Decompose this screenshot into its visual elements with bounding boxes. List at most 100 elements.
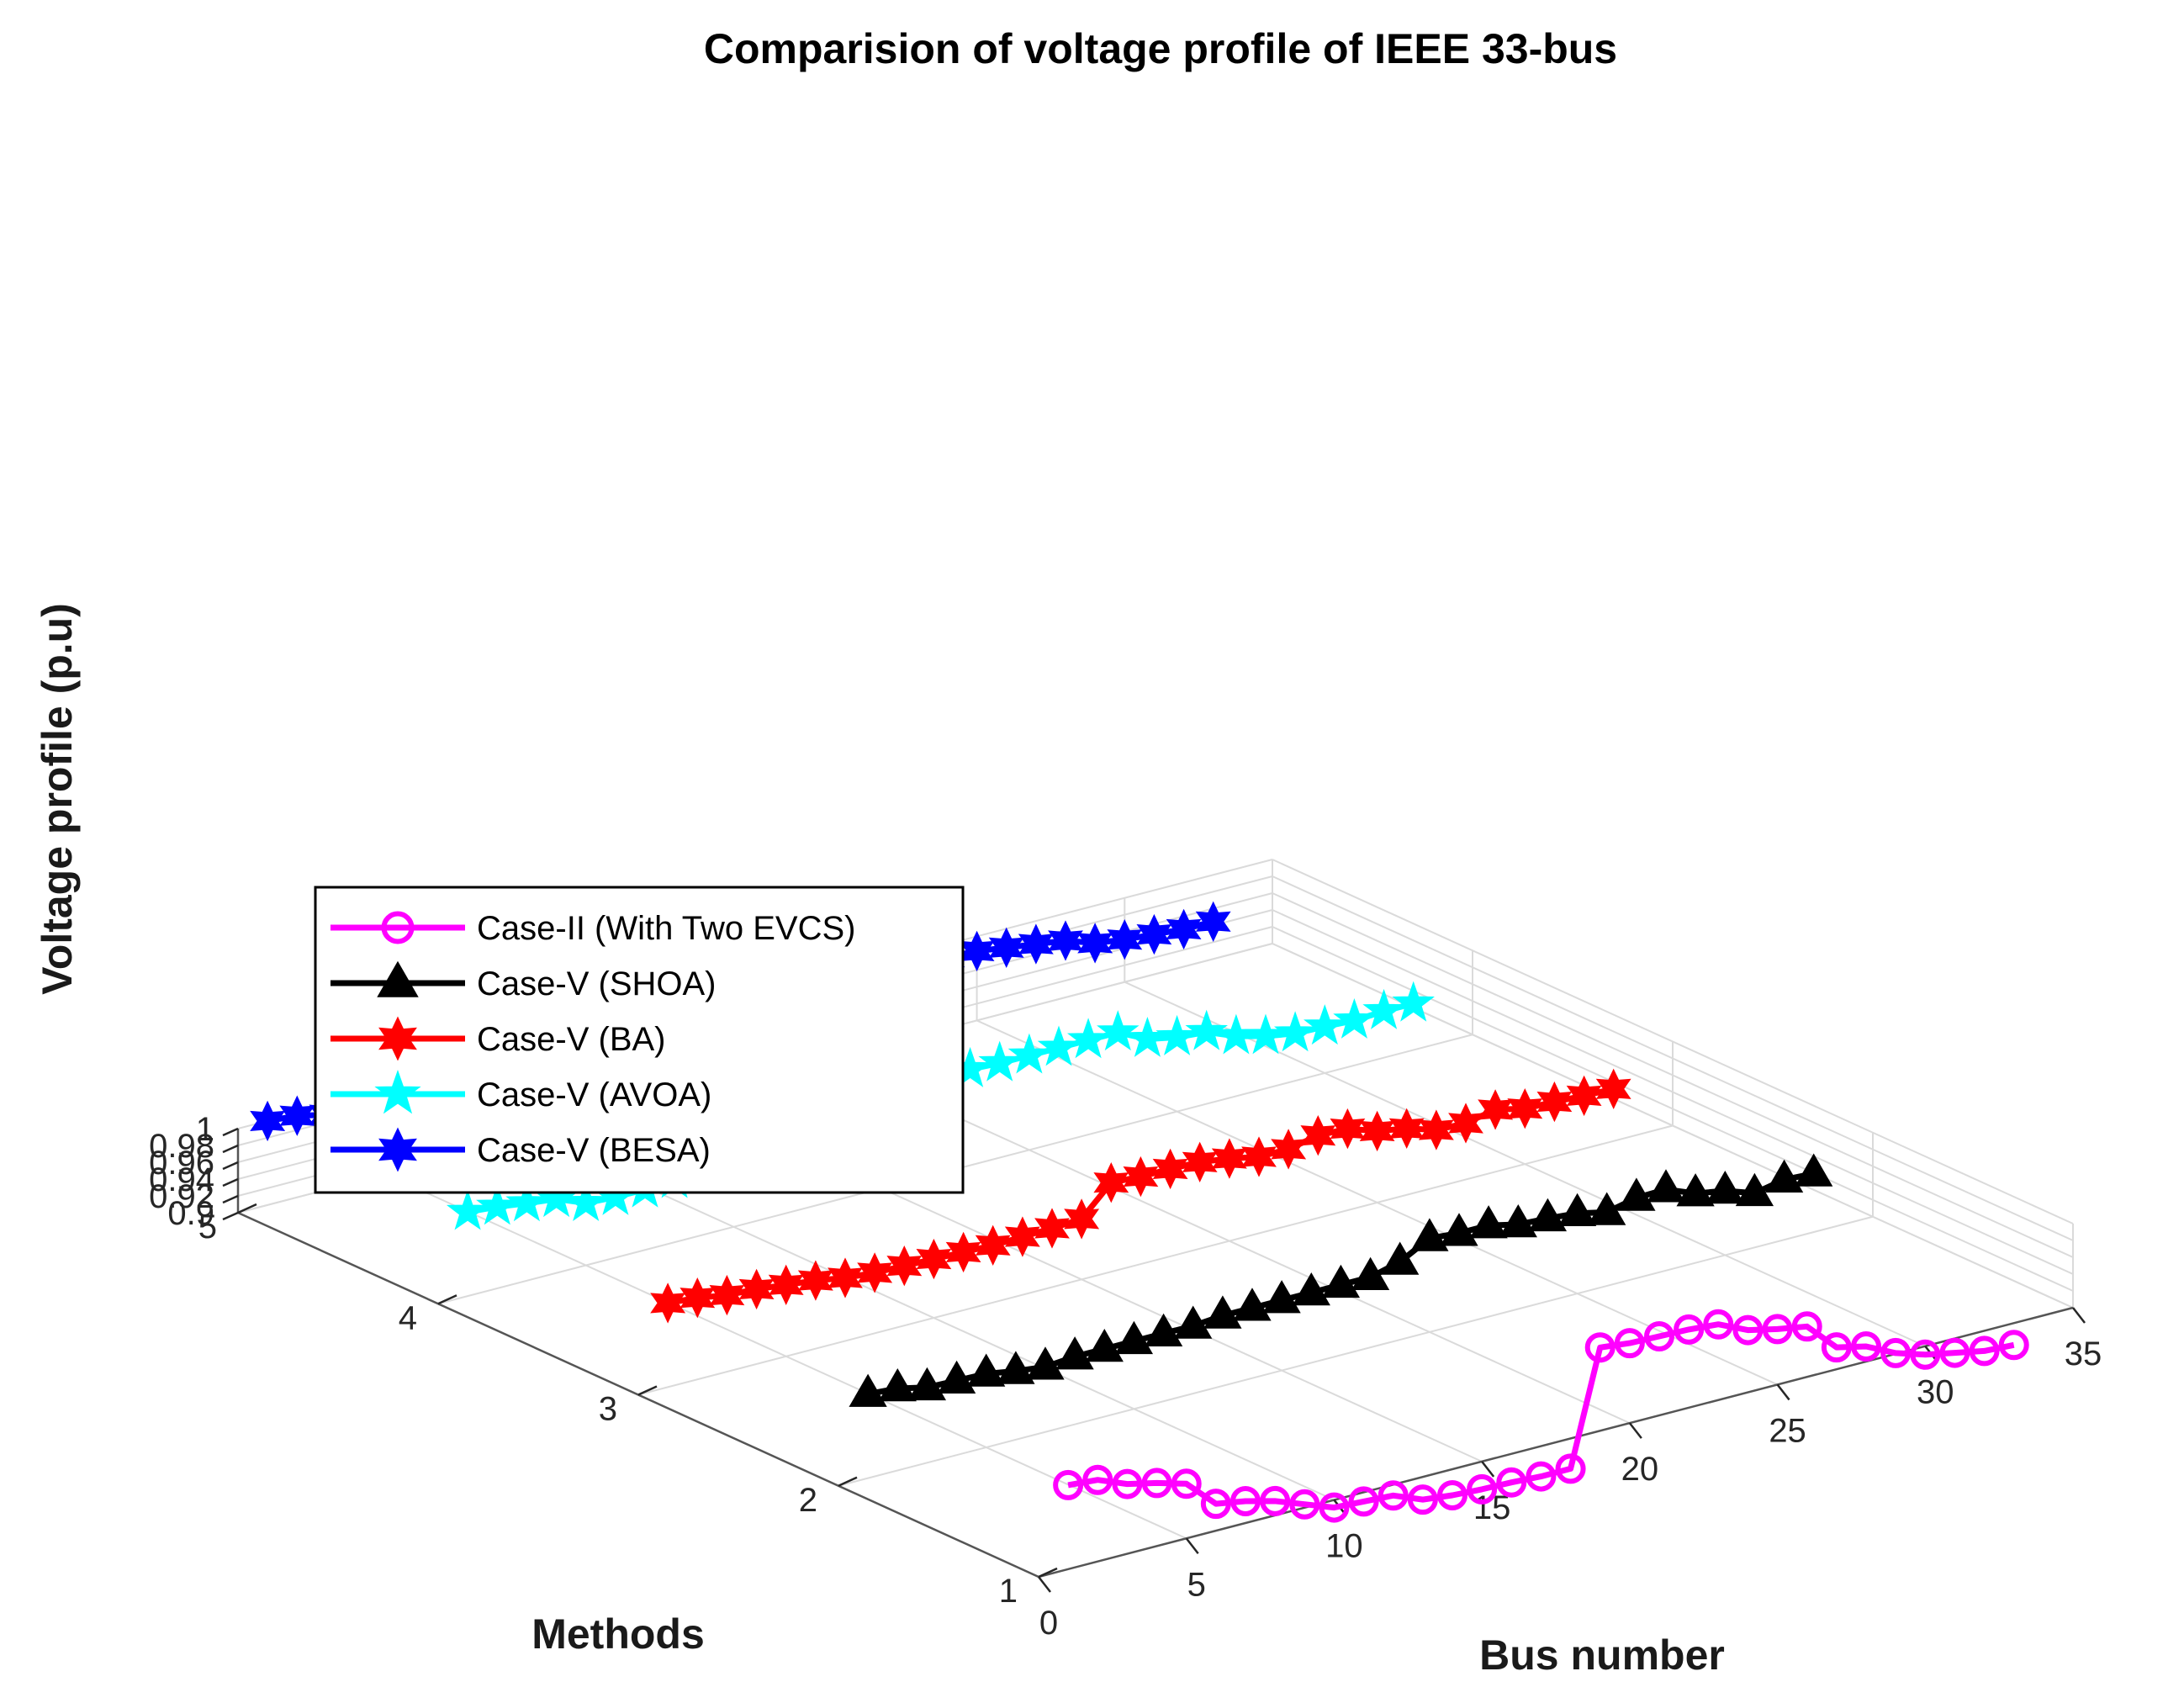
data-point-marker [1440,1213,1478,1246]
data-point-marker [1004,1216,1040,1257]
data-point-marker [1614,1328,1645,1359]
data-point-marker [564,1180,607,1222]
data-point-marker [1998,1330,2029,1361]
data-point-marker [1351,1256,1390,1290]
data-point-marker [1230,1486,1261,1516]
data-point-marker [446,1189,489,1230]
x-tick-mark [1628,1422,1642,1439]
data-point-marker [1674,1314,1705,1345]
data-point-marker [1588,1192,1626,1225]
data-point-marker [1097,1010,1140,1051]
data-point-marker [945,1231,981,1273]
data-point-marker [1171,1468,1202,1499]
data-point-marker [1764,1159,1804,1193]
x-tick-label: 25 [1769,1412,1806,1449]
x-tick-label: 35 [2065,1335,2102,1372]
y-tick-label: 1 [999,1573,1018,1610]
data-point-marker [1333,997,1376,1039]
legend-item: Case-V (BESA) [331,1127,711,1172]
z-tick-mark [222,1211,239,1221]
y-tick-label: 2 [799,1482,817,1519]
data-point-marker [1260,1485,1291,1516]
data-point-marker [1499,1203,1537,1238]
data-point-marker [1595,1068,1631,1109]
legend-swatch-marker [377,960,419,997]
z-tick-label: 0.9 [167,1195,214,1232]
data-point-marker [1155,1014,1198,1055]
y-tick-mark [237,1203,257,1214]
data-point-marker [1262,1280,1301,1314]
data-point-marker [978,1040,1021,1082]
data-point-marker [1528,1198,1568,1232]
data-point-marker [1507,1088,1543,1129]
z-tick-label: 0.94 [149,1161,214,1198]
data-point-marker [1123,1156,1159,1198]
data-point-marker [916,1238,952,1280]
data-point-marker [1200,1489,1231,1520]
data-point-marker [937,1360,976,1394]
y-tick-mark [637,1385,658,1396]
data-point-marker [849,1373,887,1407]
data-point-marker [857,1252,893,1293]
data-point-marker [1185,1009,1228,1050]
data-point-marker [1064,1198,1100,1240]
data-point-marker [997,1351,1035,1384]
z-tick-label: 0.96 [149,1145,214,1182]
data-point-marker [886,1246,923,1287]
data-point-marker [1851,1331,1881,1362]
floor-gridline [637,1124,1674,1396]
data-point-marker [1034,1208,1070,1249]
data-point-marker [1644,1321,1674,1351]
data-point-marker [975,1224,1011,1266]
y-tick-label: 5 [198,1208,217,1246]
data-point-marker [1037,1025,1081,1066]
data-point-marker [1418,1109,1454,1150]
legend-label: Case-V (BA) [477,1021,666,1058]
y-tick-mark [1038,1567,1058,1579]
floor-gridline [838,1215,1874,1487]
x-tick-mark [2072,1307,2086,1324]
data-point-marker [1114,1320,1154,1355]
series-line [1067,1321,2015,1511]
y-tick-mark [437,1294,457,1305]
y-tick-label: 3 [599,1391,617,1428]
data-point-marker [1703,1309,1734,1340]
data-point-marker [1048,920,1083,961]
legend: Case-II (With Two EVCS) Case-V (SHOA) Case… [314,886,965,1194]
legend-items: Case-II (With Two EVCS) Case-V (SHOA) Case… [331,910,855,1172]
data-point-marker [1939,1337,1970,1368]
data-point-marker [1676,1173,1715,1207]
data-point-marker [967,1353,1006,1387]
data-point-marker [1233,1288,1272,1321]
x-tick-label: 5 [1187,1566,1206,1603]
z-tick-label: 0.92 [149,1178,214,1215]
data-point-marker [1526,1461,1557,1492]
legend-swatch-marker [378,1127,417,1172]
data-point-marker [1584,1332,1616,1363]
data-point-marker [1082,1464,1113,1495]
data-point-marker [1467,1473,1498,1505]
x-axis-label: Bus number [1479,1632,1725,1679]
data-point-marker [1381,1241,1420,1275]
data-point-marker [1617,1177,1656,1211]
data-point-marker [1969,1335,2000,1367]
data-point-marker [1407,1484,1438,1515]
x-tick-label: 30 [1917,1374,1954,1411]
data-point-marker [1566,1075,1602,1117]
data-point-marker [878,1367,917,1402]
data-point-marker [1647,1169,1685,1203]
x-tick-mark [1481,1461,1495,1478]
x-tick-label: 10 [1325,1528,1363,1565]
data-point-marker [1144,1313,1183,1346]
data-point-marker [1732,1314,1764,1346]
data-point-marker [1795,1153,1833,1187]
data-point-marker [1195,901,1231,942]
z-tick-mark [222,1161,239,1171]
data-point-marker [1166,908,1202,950]
z-axis-label: Voltage profile (p.u) [34,603,81,995]
legend-swatch-marker [378,1016,417,1061]
z-tick-mark [222,1194,239,1204]
data-point-marker [1496,1467,1527,1498]
data-point-marker [1055,1336,1094,1370]
